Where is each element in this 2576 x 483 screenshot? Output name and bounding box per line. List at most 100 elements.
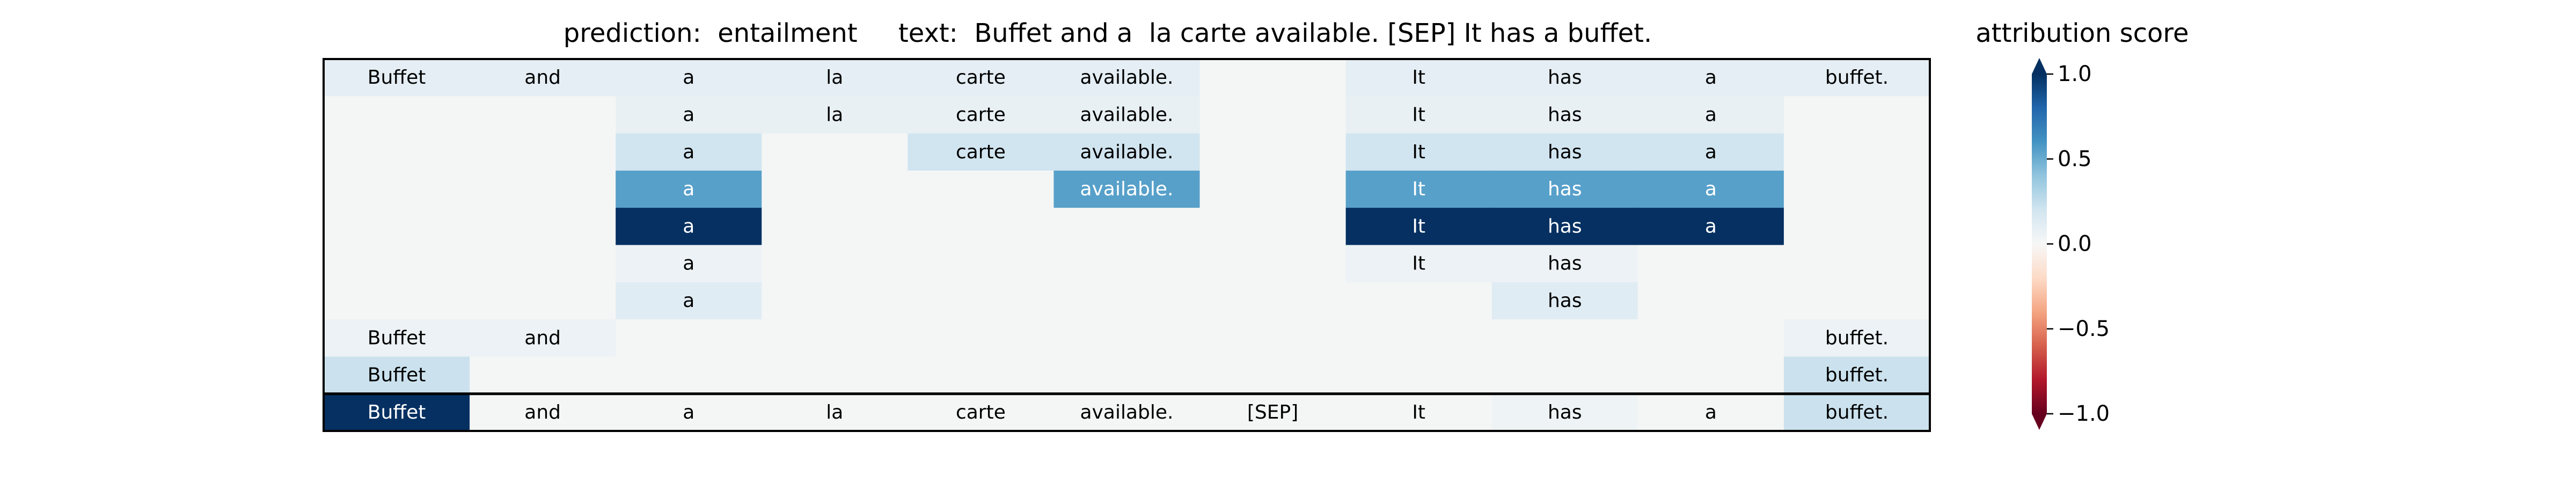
heatmap-cell bbox=[470, 170, 616, 208]
heatmap-cell-label: and bbox=[524, 67, 561, 89]
heatmap-cell-label: carte bbox=[956, 141, 1006, 163]
chart-title: prediction: entailment text: Buffet and … bbox=[564, 18, 1652, 48]
heatmap-cell bbox=[1783, 133, 1930, 171]
heatmap-cell bbox=[1053, 96, 1201, 134]
heatmap-cell bbox=[1491, 282, 1638, 320]
heatmap-cell bbox=[1199, 356, 1346, 394]
heatmap-cell-label: a bbox=[1705, 141, 1717, 163]
heatmap-cell-label: available. bbox=[1080, 401, 1174, 423]
heatmap-cell bbox=[470, 393, 616, 431]
heatmap-cell-label: buffet. bbox=[1825, 401, 1889, 423]
heatmap-cell bbox=[1783, 170, 1930, 208]
heatmap-cell-label: Buffet bbox=[368, 364, 426, 386]
heatmap-cell bbox=[908, 245, 1055, 283]
heatmap-cell bbox=[762, 96, 908, 134]
heatmap-cell bbox=[1491, 170, 1638, 208]
heatmap-cell bbox=[324, 245, 470, 283]
heatmap-cell bbox=[1491, 208, 1638, 246]
heatmap-cell-label: has bbox=[1548, 67, 1582, 89]
heatmap-cell bbox=[324, 96, 470, 134]
heatmap-cell bbox=[616, 356, 762, 394]
heatmap-cell bbox=[616, 245, 762, 283]
heatmap-cell bbox=[762, 282, 908, 320]
heatmap-cell bbox=[908, 208, 1055, 246]
heatmap-cell bbox=[616, 170, 762, 208]
heatmap-cell-label: has bbox=[1548, 290, 1582, 312]
heatmap-cell bbox=[1637, 96, 1784, 134]
heatmap-cell-label: has bbox=[1548, 215, 1582, 237]
heatmap-cell-label: has bbox=[1548, 178, 1582, 200]
heatmap-cell bbox=[1345, 319, 1492, 357]
heatmap-cell-label: carte bbox=[956, 104, 1006, 126]
heatmap-cell bbox=[1199, 133, 1346, 171]
heatmap-cell-label: It bbox=[1412, 141, 1425, 163]
heatmap-cell bbox=[1491, 96, 1638, 134]
heatmap-cell-label: a bbox=[683, 253, 694, 275]
heatmap-cell-label: has bbox=[1548, 141, 1582, 163]
heatmap-cell bbox=[324, 170, 470, 208]
heatmap-cell-label: a bbox=[683, 178, 694, 200]
heatmap-cell-label: a bbox=[1705, 178, 1717, 200]
heatmap-cell-label: [SEP] bbox=[1247, 401, 1298, 423]
heatmap-cell bbox=[470, 245, 616, 283]
heatmap-cell-label: It bbox=[1412, 178, 1425, 200]
colorbar-ticks: 1.0 0.5 0.0 −0.5 −1.0 bbox=[2047, 62, 2110, 426]
heatmap-cell-label: and bbox=[524, 401, 561, 423]
heatmap-cell bbox=[908, 59, 1055, 97]
heatmap-cell-label: la bbox=[826, 67, 843, 89]
heatmap-cell-label: carte bbox=[956, 67, 1006, 89]
heatmap-cell-label: available. bbox=[1080, 67, 1174, 89]
heatmap-cell bbox=[324, 319, 470, 357]
heatmap-cell bbox=[1637, 245, 1784, 283]
heatmap-cell-label: Buffet bbox=[368, 327, 426, 349]
heatmap-cell bbox=[470, 319, 616, 357]
heatmap-cell bbox=[1053, 319, 1201, 357]
heatmap-cell bbox=[1637, 282, 1784, 320]
heatmap-cell bbox=[1345, 356, 1492, 394]
heatmap-cell bbox=[470, 208, 616, 246]
heatmap-cell bbox=[470, 282, 616, 320]
heatmap-cell bbox=[470, 356, 616, 394]
heatmap-cell bbox=[1345, 59, 1492, 97]
heatmap-cell bbox=[1199, 96, 1346, 134]
colorbar-tick-label: 1.0 bbox=[2058, 62, 2092, 86]
heatmap-cell-label: la bbox=[826, 104, 843, 126]
heatmap-cell-label: has bbox=[1548, 401, 1582, 423]
heatmap-cell bbox=[1199, 319, 1346, 357]
heatmap-cell bbox=[1491, 245, 1638, 283]
heatmap-cell bbox=[1345, 245, 1492, 283]
heatmap-cell-label: It bbox=[1412, 67, 1425, 89]
heatmap-cell bbox=[470, 133, 616, 171]
heatmap-cell-label: a bbox=[683, 67, 694, 89]
colorbar-extend-max bbox=[2032, 58, 2047, 74]
heatmap-cell-label: available. bbox=[1080, 178, 1174, 200]
heatmap-cell bbox=[1345, 208, 1492, 246]
heatmap-cell bbox=[1345, 282, 1492, 320]
heatmap-cell bbox=[1783, 245, 1930, 283]
heatmap-cell-label: a bbox=[683, 104, 694, 126]
heatmap-cell bbox=[1199, 245, 1346, 283]
heatmap-cell bbox=[1345, 170, 1492, 208]
heatmap-cell-label: available. bbox=[1080, 104, 1174, 126]
heatmap-cell bbox=[470, 96, 616, 134]
heatmap-cell bbox=[1053, 170, 1201, 208]
heatmap-cell bbox=[324, 208, 470, 246]
heatmap-cell bbox=[324, 59, 470, 97]
colorbar-extend-min bbox=[2032, 414, 2047, 430]
heatmap-cell bbox=[616, 208, 762, 246]
heatmap-cell-label: a bbox=[1705, 104, 1717, 126]
heatmap-cell bbox=[1345, 393, 1492, 431]
heatmap-cell bbox=[324, 356, 470, 394]
heatmap-cell bbox=[1345, 133, 1492, 171]
heatmap-cell bbox=[1199, 59, 1346, 97]
colorbar-tick-label: 0.0 bbox=[2058, 232, 2092, 257]
heatmap-cell bbox=[1053, 245, 1201, 283]
heatmap-cell-label: a bbox=[683, 141, 694, 163]
heatmap-cell bbox=[1783, 393, 1930, 431]
heatmap-cell-label: available. bbox=[1080, 141, 1174, 163]
heatmap-cell-label: buffet. bbox=[1825, 67, 1889, 89]
colorbar bbox=[2032, 74, 2047, 414]
heatmap-cell-label: a bbox=[683, 401, 694, 423]
heatmap-cell bbox=[324, 133, 470, 171]
